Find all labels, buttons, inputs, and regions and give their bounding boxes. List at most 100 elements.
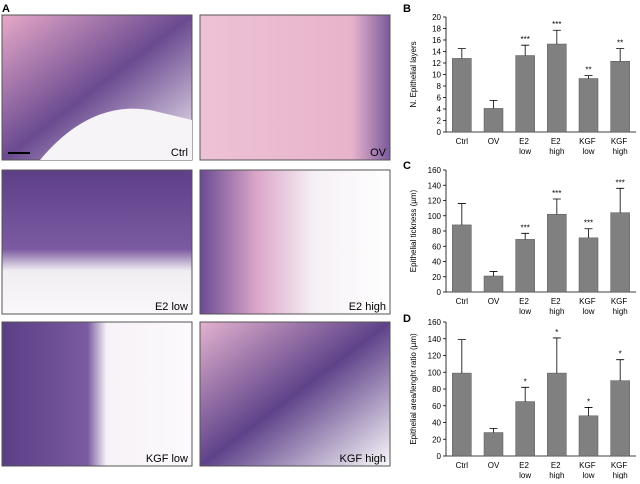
y-tick-label: 6 bbox=[437, 94, 442, 103]
error-bar bbox=[616, 187, 625, 213]
image-label: OV bbox=[370, 147, 387, 159]
y-tick-label: 80 bbox=[432, 385, 441, 394]
x-tick-label: E2 low bbox=[519, 137, 531, 156]
bar bbox=[515, 239, 535, 293]
y-tick-label: 160 bbox=[428, 166, 442, 175]
error-bar bbox=[584, 228, 593, 238]
y-tick-label: 20 bbox=[432, 273, 441, 282]
error-bar bbox=[584, 407, 593, 416]
y-tick-label: 60 bbox=[432, 242, 441, 251]
y-tick-label: 40 bbox=[432, 258, 441, 267]
y-tick-label: 40 bbox=[432, 419, 441, 428]
x-tick-label: OV bbox=[488, 297, 500, 306]
error-bar bbox=[457, 203, 466, 225]
y-tick-label: 120 bbox=[428, 197, 442, 206]
significance: *** bbox=[615, 178, 624, 187]
bar bbox=[578, 237, 599, 293]
error-bar bbox=[521, 44, 530, 56]
y-tick-label: 120 bbox=[428, 352, 442, 361]
bar bbox=[578, 78, 599, 133]
y-tick-label: 18 bbox=[432, 25, 441, 34]
error-bar bbox=[552, 198, 561, 215]
y-tick-label: 4 bbox=[437, 105, 442, 114]
bar bbox=[547, 43, 567, 133]
bar bbox=[610, 61, 630, 133]
significance: * bbox=[619, 350, 622, 359]
significance: ** bbox=[617, 39, 623, 48]
bar bbox=[483, 108, 504, 133]
y-tick-label: 0 bbox=[437, 288, 442, 297]
bar bbox=[547, 372, 567, 457]
x-tick-label: KGF high bbox=[611, 137, 630, 156]
x-tick-label: Ctrl bbox=[456, 297, 469, 306]
bar bbox=[547, 213, 567, 293]
bar bbox=[452, 58, 472, 133]
bar bbox=[452, 372, 472, 457]
y-tick-label: 100 bbox=[428, 212, 442, 221]
significance: * bbox=[587, 397, 590, 406]
y-tick-label: 100 bbox=[428, 368, 442, 377]
x-tick-label: KGF high bbox=[611, 461, 630, 479]
image-label: KGF low bbox=[146, 453, 188, 465]
panel-label: B bbox=[403, 3, 411, 15]
bar bbox=[515, 401, 535, 457]
x-tick-label: E2 high bbox=[549, 297, 564, 316]
image bbox=[1, 169, 193, 315]
bar bbox=[578, 415, 599, 457]
significance: *** bbox=[552, 20, 561, 29]
panel-label: A bbox=[2, 3, 10, 15]
y-tick-label: 2 bbox=[437, 117, 442, 126]
y-tick-label: 20 bbox=[432, 435, 441, 444]
significance: *** bbox=[520, 35, 529, 44]
y-tick-label: 16 bbox=[432, 36, 441, 45]
error-bar bbox=[489, 271, 498, 276]
y-tick-label: 8 bbox=[437, 82, 442, 91]
significance: ** bbox=[585, 66, 591, 75]
x-tick-label: KGF low bbox=[579, 137, 598, 156]
y-tick-label: 20 bbox=[432, 13, 441, 22]
error-bar bbox=[457, 48, 466, 59]
y-tick-label: 0 bbox=[437, 128, 442, 137]
bar bbox=[610, 212, 630, 293]
significance: * bbox=[555, 328, 558, 337]
y-axis-label: N. Epithelial layers bbox=[409, 41, 418, 107]
y-tick-label: 14 bbox=[432, 48, 441, 57]
bar bbox=[483, 432, 504, 457]
image-label: Ctrl bbox=[171, 147, 188, 159]
panel-label: C bbox=[403, 160, 411, 172]
bar bbox=[515, 55, 535, 133]
x-tick-label: KGF high bbox=[611, 297, 630, 316]
bar bbox=[452, 224, 472, 293]
error-bar bbox=[584, 75, 593, 79]
x-tick-label: E2 low bbox=[519, 461, 531, 479]
histology bbox=[1, 14, 391, 467]
x-tick-label: E2 high bbox=[549, 461, 564, 479]
image-label: KGF high bbox=[340, 453, 386, 465]
y-tick-label: 10 bbox=[432, 71, 441, 80]
image-label: E2 low bbox=[155, 301, 188, 313]
panel-label: D bbox=[403, 313, 411, 325]
error-bar bbox=[552, 337, 561, 374]
y-tick-label: 140 bbox=[428, 335, 442, 344]
error-bar bbox=[616, 48, 625, 62]
lumen bbox=[40, 108, 192, 160]
y-tick-label: 80 bbox=[432, 227, 441, 236]
y-tick-label: 12 bbox=[432, 59, 441, 68]
x-tick-label: OV bbox=[488, 461, 500, 470]
bar bbox=[483, 275, 504, 293]
image-label: E2 high bbox=[349, 301, 386, 313]
y-tick-label: 160 bbox=[428, 318, 442, 327]
significance: *** bbox=[520, 223, 529, 232]
x-tick-label: KGF low bbox=[579, 461, 598, 479]
error-bar bbox=[489, 427, 498, 433]
image bbox=[199, 321, 391, 467]
error-bar bbox=[616, 359, 625, 381]
y-tick-label: 0 bbox=[437, 452, 442, 461]
error-bar bbox=[521, 386, 530, 402]
y-tick-label: 60 bbox=[432, 402, 441, 411]
x-tick-label: KGF low bbox=[579, 297, 598, 316]
y-axis-label: Epithelial tickness (µm) bbox=[409, 189, 418, 272]
significance: *** bbox=[552, 189, 561, 198]
error-bar bbox=[457, 339, 466, 374]
